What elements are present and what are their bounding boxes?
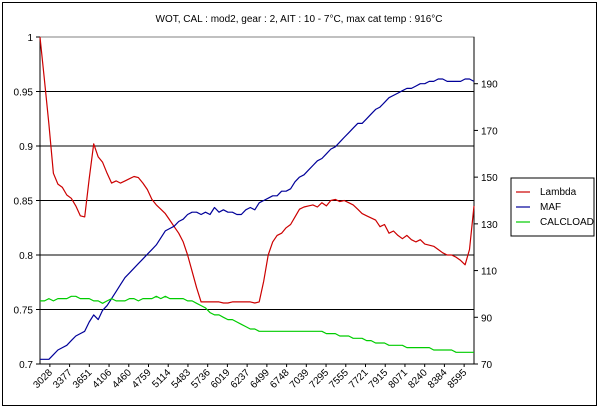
gridlines: [40, 91, 474, 310]
chart-title: WOT, CAL : mod2, gear : 2, AIT : 10 - 7°…: [156, 14, 443, 25]
x-tick-label: 6748: [268, 367, 292, 391]
x-tick-label: 6499: [248, 367, 272, 391]
chart-frame: [2, 2, 597, 406]
right-tick-label: 110: [481, 267, 497, 278]
left-tick-label: 0.75: [14, 306, 34, 317]
x-tick-label: 7039: [288, 367, 312, 391]
x-tick-label: 7915: [367, 367, 391, 391]
x-tick-label: 8384: [426, 367, 450, 391]
right-tick-label: 150: [481, 173, 498, 184]
left-tick-label: 0.7: [19, 360, 33, 371]
left-tick-label: 0.85: [14, 197, 34, 208]
series-line-calcload: [40, 295, 474, 353]
x-tick-label: 7721: [347, 367, 371, 391]
x-tick-label: 4759: [130, 367, 154, 391]
x-tick-label: 8071: [387, 367, 411, 391]
x-tick-label: 5114: [150, 367, 173, 390]
x-tick-label: 8595: [446, 367, 470, 391]
x-tick-label: 5736: [189, 367, 213, 391]
series-line-lambda: [39, 36, 475, 304]
x-axis: 3028337736514106446047595114548357366019…: [31, 363, 474, 391]
x-tick-label: 6019: [209, 367, 233, 391]
legend-label-maf: MAF: [540, 202, 561, 213]
left-tick-label: 0.9: [19, 142, 33, 153]
right-tick-label: 70: [481, 360, 493, 371]
left-tick-label: 0.95: [14, 88, 34, 99]
x-tick-label: 5483: [170, 367, 194, 391]
x-tick-label: 3377: [51, 367, 75, 391]
x-tick-label: 8240: [406, 367, 430, 391]
x-tick-label: 4460: [110, 367, 134, 391]
legend-label-lambda: Lambda: [540, 187, 577, 198]
legend: Lambda MAF CALCLOAD: [510, 177, 595, 237]
series-line-maf: [40, 78, 475, 360]
series-layer: [39, 36, 475, 360]
x-tick-label: 7555: [327, 367, 351, 391]
x-tick-label: 7295: [308, 367, 332, 391]
right-tick-label: 90: [481, 313, 493, 324]
legend-label-calcload: CALCLOAD: [540, 217, 594, 228]
left-axis: 0.7 0.75 0.8 0.85 0.9 0.95 1: [14, 33, 41, 371]
right-axis: 70 90 110 130 150 170 190: [473, 37, 498, 371]
x-tick-label: 4106: [91, 367, 115, 391]
right-tick-label: 130: [481, 220, 498, 231]
x-tick-label: 3651: [71, 367, 95, 391]
right-tick-label: 170: [481, 126, 498, 137]
x-tick-label: 3028: [31, 367, 55, 391]
left-tick-label: 0.8: [19, 251, 33, 262]
right-tick-label: 190: [481, 80, 498, 91]
left-tick-label: 1: [27, 33, 33, 44]
x-tick-label: 6237: [229, 367, 253, 391]
